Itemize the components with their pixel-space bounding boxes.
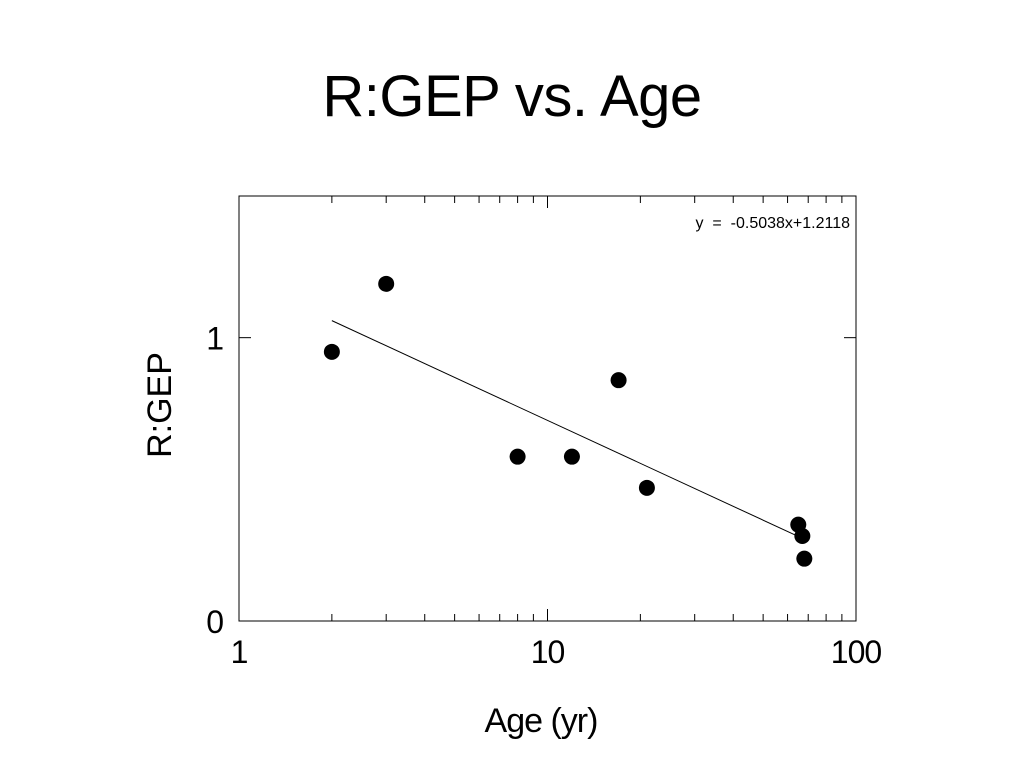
data-point	[509, 448, 526, 465]
data-point	[563, 448, 580, 465]
data-point	[610, 372, 627, 389]
plot-frame	[238, 195, 857, 622]
data-point	[638, 479, 655, 496]
trendline	[331, 320, 799, 537]
y-axis-tick-labels: 01	[206, 321, 224, 640]
x-axis-tick-labels: 1 10 100	[231, 634, 883, 670]
y-tick-label: 0	[206, 604, 224, 640]
trendline-equation: y = -0.5038x+1.2118	[696, 215, 851, 232]
data-point	[378, 275, 395, 292]
y-tick-label: 1	[206, 321, 224, 357]
x-tick-label: 100	[831, 634, 882, 670]
data-points	[323, 275, 813, 567]
data-point	[796, 550, 813, 567]
x-tick-label: 1	[231, 634, 248, 670]
data-point	[323, 343, 340, 360]
y-axis-ticks	[239, 337, 856, 622]
x-tick-label: 10	[531, 634, 565, 670]
chart-title: R:GEP vs. Age	[322, 64, 702, 129]
x-axis-label: Age (yr)	[485, 702, 598, 740]
data-point	[794, 528, 811, 544]
y-axis-label: R:GEP	[141, 352, 179, 458]
x-axis-ticks	[238, 196, 843, 621]
